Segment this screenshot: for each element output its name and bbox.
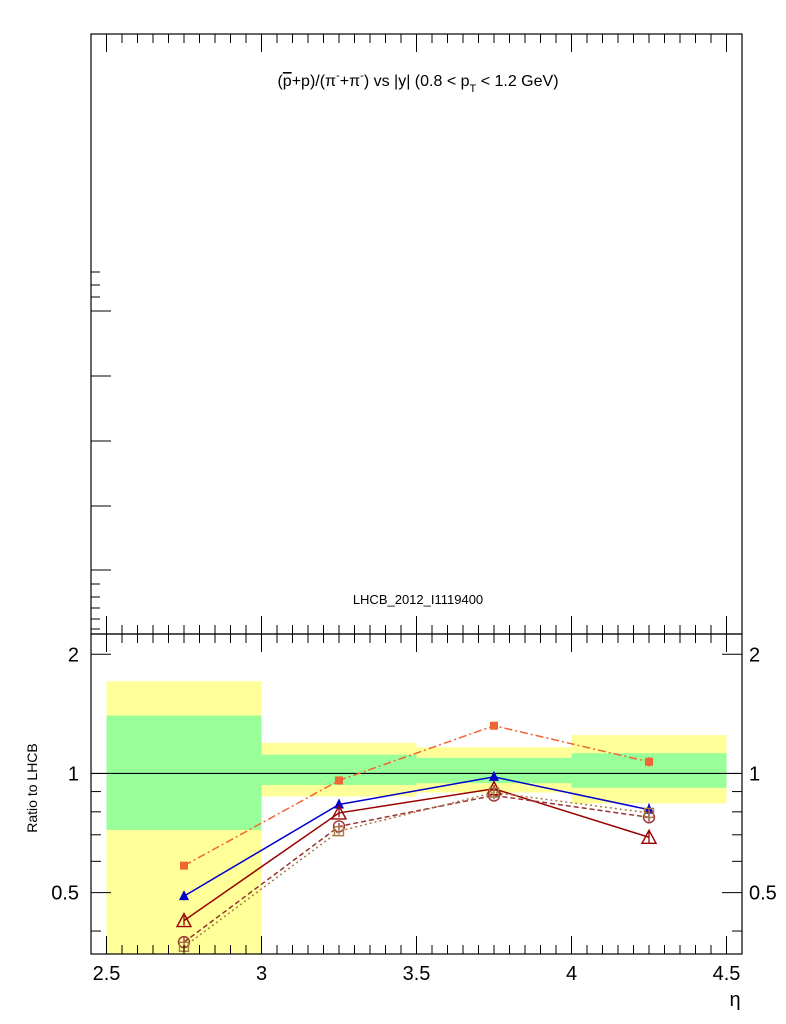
point-4-1 bbox=[333, 825, 345, 837]
series-line-2 bbox=[183, 787, 650, 922]
point-0-2 bbox=[490, 721, 498, 730]
point-1-1 bbox=[334, 798, 344, 809]
point-1-0 bbox=[179, 890, 189, 901]
point-4-2 bbox=[488, 787, 500, 798]
y-axis-label: Ratio to LHCB bbox=[24, 743, 40, 832]
title-sup-1: - bbox=[336, 70, 340, 82]
x-tick-label: 3.5 bbox=[403, 963, 431, 985]
title-pbar: p bbox=[283, 73, 292, 90]
x-tick-label: 4 bbox=[566, 963, 577, 985]
x-tick-label: 4.5 bbox=[713, 963, 741, 985]
analysis-label: LHCB_2012_I1119400 bbox=[353, 592, 483, 607]
point-4-3 bbox=[643, 807, 655, 819]
x-tick-label: 3 bbox=[256, 963, 267, 985]
title-part-b: +p)/(π bbox=[292, 73, 336, 90]
y-tick-label-left: 2 bbox=[68, 644, 79, 666]
ratio-panel-ticks bbox=[90, 634, 743, 954]
series-line-1 bbox=[183, 776, 650, 897]
title-sub: T bbox=[470, 83, 477, 95]
title-sup-2: - bbox=[360, 70, 364, 82]
y-tick-label-right: 2 bbox=[749, 644, 760, 666]
ratio-tick-labels: 2.5 3 3.5 4 4.5 0.5 0.5 1 1 2 2 bbox=[51, 644, 777, 985]
main-panel: (p+p)/(π-+π-) vs |y| (0.8 < pT < 1.2 GeV… bbox=[90, 33, 743, 635]
series-line-3 bbox=[183, 794, 650, 943]
stat-band-0 bbox=[106, 715, 262, 830]
point-2-1 bbox=[330, 804, 348, 820]
point-2-0 bbox=[175, 912, 193, 928]
main-panel-ticks bbox=[90, 34, 743, 634]
y-tick-label-right: 0.5 bbox=[749, 883, 777, 905]
point-1-2 bbox=[489, 770, 499, 781]
y-tick-label-left: 1 bbox=[68, 763, 79, 785]
y-tick-label-left: 0.5 bbox=[51, 883, 79, 905]
title-part-e: < 1.2 GeV) bbox=[476, 73, 558, 90]
main-title: (p+p)/(π-+π-) vs |y| (0.8 < pT < 1.2 GeV… bbox=[277, 70, 558, 95]
x-axis-label: η bbox=[729, 989, 740, 1011]
point-2-3 bbox=[640, 828, 658, 844]
uncertainty-bands bbox=[106, 681, 727, 954]
point-0-0 bbox=[180, 861, 188, 870]
series-1 bbox=[179, 770, 654, 901]
point-0-1 bbox=[335, 776, 343, 785]
series-line-0 bbox=[183, 724, 650, 867]
main-panel-frame bbox=[90, 33, 743, 635]
x-tick-label: 2.5 bbox=[93, 963, 121, 985]
title-part-a: ( bbox=[277, 73, 283, 90]
title-part-d: ) vs |y| (0.8 < p bbox=[364, 73, 470, 90]
title-part-c: +π bbox=[340, 73, 360, 90]
series-0 bbox=[180, 721, 653, 870]
ratio-panel: 2.5 3 3.5 4 4.5 0.5 0.5 1 1 2 2 Ratio to LHCB η bbox=[24, 633, 777, 1011]
point-0-3 bbox=[645, 757, 653, 766]
series-line-4 bbox=[183, 791, 650, 948]
series-4 bbox=[178, 787, 655, 952]
y-tick-label-right: 1 bbox=[749, 763, 760, 785]
ratio-series bbox=[175, 721, 658, 952]
